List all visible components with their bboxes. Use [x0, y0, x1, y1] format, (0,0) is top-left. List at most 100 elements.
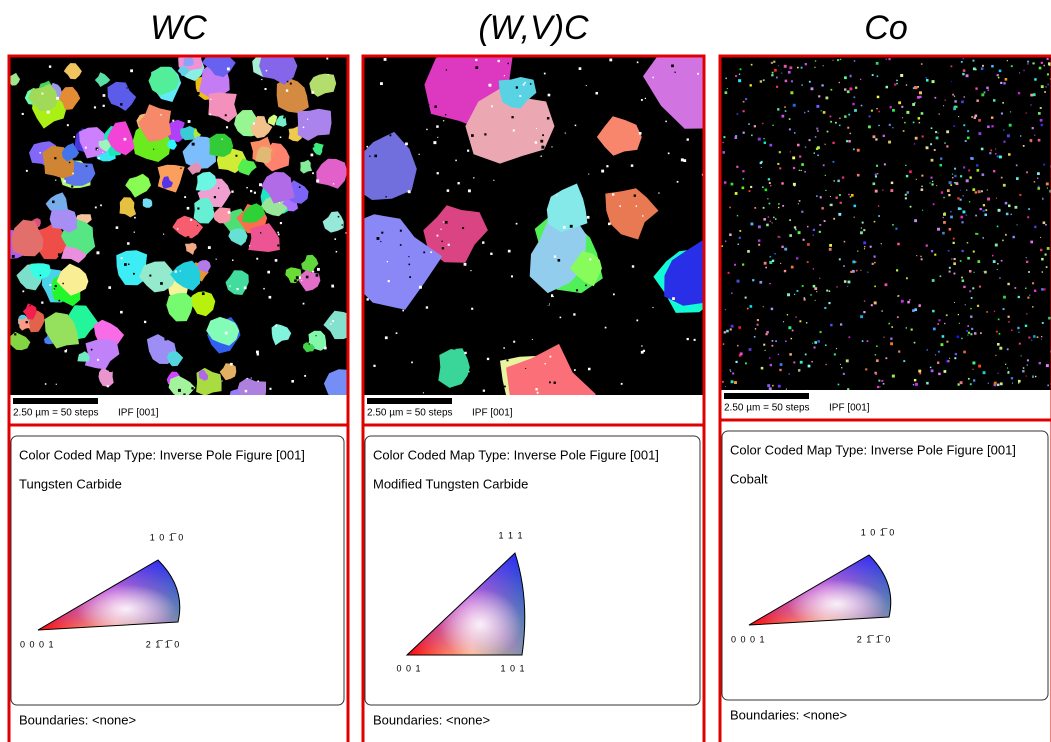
- speckle: [141, 88, 142, 89]
- speckle: [598, 101, 599, 102]
- speckle: [807, 243, 810, 246]
- speckle: [912, 103, 915, 106]
- speckle: [824, 307, 826, 309]
- speckle: [892, 375, 895, 378]
- speckle: [797, 290, 799, 292]
- speckle: [665, 121, 667, 123]
- speckle: [408, 256, 409, 257]
- speckle: [906, 327, 907, 328]
- speckle: [1027, 297, 1029, 299]
- speckle: [1040, 249, 1042, 251]
- speckle: [1019, 72, 1020, 73]
- speckle: [408, 190, 411, 193]
- speckle: [53, 290, 54, 291]
- speckle: [385, 336, 388, 339]
- speckle: [782, 115, 785, 118]
- speckle: [949, 271, 951, 273]
- speckle: [784, 270, 786, 272]
- speckle: [1026, 376, 1027, 377]
- speckle: [995, 153, 997, 155]
- speckle: [408, 363, 410, 365]
- speckle: [780, 263, 781, 264]
- speckle: [747, 308, 749, 310]
- speckle: [256, 258, 258, 260]
- speckle: [931, 177, 933, 179]
- speckle: [951, 65, 953, 67]
- speckle: [770, 364, 772, 366]
- speckle: [22, 290, 24, 292]
- speckle: [972, 60, 974, 62]
- speckle: [575, 125, 577, 127]
- speckle: [575, 117, 577, 119]
- speckle: [995, 244, 998, 247]
- speckle: [838, 384, 840, 386]
- speckle: [941, 191, 943, 193]
- speckle: [876, 359, 879, 362]
- speckle: [641, 99, 643, 101]
- speckle: [816, 291, 817, 292]
- speckle: [416, 384, 417, 385]
- speckle: [304, 375, 306, 377]
- speckle: [954, 100, 956, 102]
- speckle: [29, 167, 32, 170]
- speckle: [825, 97, 828, 100]
- speckle: [507, 359, 509, 361]
- speckle: [881, 310, 882, 311]
- speckle: [900, 74, 903, 77]
- speckle: [757, 324, 759, 326]
- speckle: [814, 152, 815, 153]
- speckle: [805, 146, 806, 147]
- speckle: [827, 131, 829, 133]
- speckle: [380, 241, 381, 242]
- speckle: [904, 122, 906, 124]
- speckle: [837, 59, 839, 61]
- speckle: [1011, 65, 1013, 67]
- speckle: [138, 172, 139, 173]
- speckle: [312, 172, 314, 174]
- speckle: [517, 342, 518, 343]
- speckle: [1030, 241, 1033, 244]
- speckle: [774, 69, 777, 72]
- speckle: [1000, 382, 1003, 385]
- speckle: [138, 226, 140, 228]
- speckle: [387, 261, 388, 262]
- speckle: [997, 384, 999, 386]
- speckle: [871, 304, 873, 306]
- speckle: [606, 165, 608, 167]
- speckle: [872, 74, 874, 76]
- speckle: [793, 167, 795, 169]
- speckle: [817, 340, 819, 342]
- speckle: [554, 382, 556, 384]
- speckle: [214, 196, 216, 198]
- speckle: [825, 364, 826, 365]
- speckle: [43, 388, 44, 389]
- speckle: [273, 253, 275, 255]
- speckle: [947, 189, 950, 192]
- speckle: [896, 83, 897, 84]
- speckle: [621, 383, 623, 385]
- speckle: [975, 191, 977, 193]
- speckle: [251, 297, 253, 299]
- speckle: [482, 241, 484, 243]
- speckle: [1018, 332, 1019, 333]
- speckle: [969, 290, 971, 292]
- speckle: [997, 269, 998, 270]
- speckle: [752, 279, 754, 281]
- speckle: [954, 302, 955, 303]
- speckle: [533, 334, 535, 336]
- speckle: [849, 336, 851, 338]
- speckle: [289, 170, 292, 173]
- speckle: [976, 99, 979, 102]
- speckle: [817, 130, 818, 131]
- speckle: [1023, 70, 1024, 71]
- speckle: [1033, 93, 1036, 96]
- speckle: [986, 311, 988, 313]
- speckle: [1026, 171, 1028, 173]
- speckle: [844, 76, 847, 79]
- speckle: [134, 217, 136, 219]
- speckle: [636, 320, 638, 322]
- speckle: [728, 272, 730, 274]
- speckle: [855, 88, 856, 89]
- speckle: [175, 152, 177, 154]
- speckle: [982, 65, 984, 67]
